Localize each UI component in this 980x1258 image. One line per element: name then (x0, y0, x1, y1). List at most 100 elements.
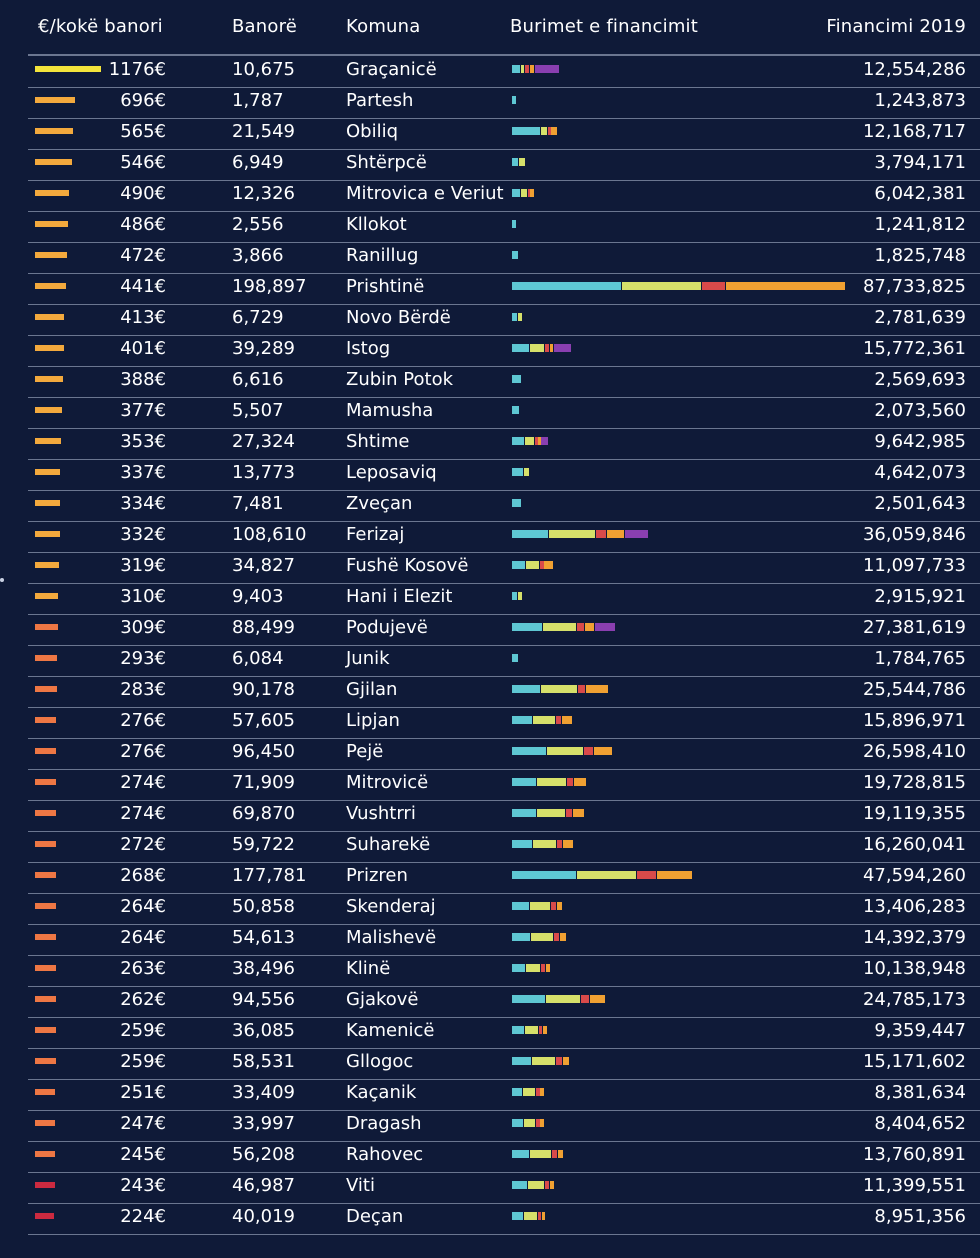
funding-source-segment-4 (585, 685, 609, 693)
per-capita-indicator-bar (35, 624, 58, 630)
municipality-name: Kaçanik (346, 1082, 417, 1103)
per-capita-value: 388€ (120, 369, 166, 390)
population-value: 57,605 (232, 710, 295, 731)
funding-sources-bar (512, 1119, 852, 1127)
funding-source-segment-2 (520, 65, 525, 73)
per-capita-value: 243€ (120, 1175, 166, 1196)
funding-sources-bar (512, 561, 852, 569)
municipality-name: Malishevë (346, 927, 437, 948)
funding-sources-bar (512, 592, 852, 600)
funding-2019-value: 10,138,948 (862, 958, 966, 979)
population-value: 88,499 (232, 617, 295, 638)
table-row: 388€ 6,616 Zubin Potok 2,569,693 (28, 366, 980, 398)
funding-2019-value: 14,392,379 (862, 927, 966, 948)
population-value: 7,481 (232, 493, 284, 514)
funding-source-segment-3 (565, 809, 573, 817)
municipality-name: Fushë Kosovë (346, 555, 469, 576)
municipality-name: Skenderaj (346, 896, 436, 917)
funding-source-segment-2 (531, 933, 553, 941)
municipality-name: Kamenicë (346, 1020, 435, 1041)
funding-source-segment-4 (606, 530, 624, 538)
municipality-name: Gjakovë (346, 989, 419, 1010)
funding-2019-value: 1,784,765 (874, 648, 966, 669)
table-row: 353€ 27,324 Shtime 9,642,985 (28, 428, 980, 460)
per-capita-indicator-bar (35, 841, 56, 847)
funding-source-segment-4 (574, 778, 587, 786)
funding-source-segment-1 (512, 840, 533, 848)
per-capita-value: 309€ (120, 617, 166, 638)
per-capita-value: 245€ (120, 1144, 166, 1165)
per-capita-indicator-bar (35, 965, 56, 971)
funding-source-segment-1 (512, 871, 577, 879)
funding-source-segment-1 (512, 1150, 530, 1158)
funding-2019-value: 4,642,073 (874, 462, 966, 483)
funding-source-segment-2 (532, 716, 555, 724)
municipality-name: Zveçan (346, 493, 413, 514)
population-value: 56,208 (232, 1144, 295, 1165)
funding-2019-value: 2,569,693 (874, 369, 966, 390)
funding-sources-bar (512, 220, 852, 228)
per-capita-value: 272€ (120, 834, 166, 855)
funding-source-segment-1 (512, 1026, 524, 1034)
funding-sources-bar (512, 840, 852, 848)
funding-2019-value: 19,119,355 (862, 803, 966, 824)
funding-2019-value: 27,381,619 (862, 617, 966, 638)
per-capita-indicator-bar (35, 438, 61, 444)
funding-source-segment-1 (512, 375, 521, 383)
population-value: 59,722 (232, 834, 295, 855)
funding-source-segment-3 (551, 1150, 558, 1158)
per-capita-value: 262€ (120, 989, 166, 1010)
per-capita-indicator-bar (35, 1213, 54, 1219)
funding-source-segment-2 (523, 1119, 536, 1127)
funding-source-segment-1 (512, 530, 549, 538)
funding-sources-bar (512, 251, 852, 259)
header-population: Banorë (232, 16, 298, 37)
funding-source-segment-2 (530, 902, 550, 910)
funding-sources-bar (512, 716, 852, 724)
table-row: 224€ 40,019 Deçan 8,951,356 (28, 1203, 980, 1235)
funding-source-segment-2 (540, 127, 547, 135)
table-row: 259€ 36,085 Kamenicë 9,359,447 (28, 1017, 980, 1049)
funding-source-segment-3 (583, 747, 594, 755)
funding-source-segment-5 (595, 623, 616, 631)
funding-source-segment-2 (525, 964, 541, 972)
funding-source-segment-1 (512, 1088, 523, 1096)
funding-sources-bar (512, 1150, 852, 1158)
table-row: 472€ 3,866 Ranillug 1,825,748 (28, 242, 980, 274)
per-capita-value: 274€ (120, 803, 166, 824)
funding-source-segment-4 (551, 127, 558, 135)
funding-source-segment-4 (530, 65, 534, 73)
funding-sources-bar (512, 437, 852, 445)
funding-source-segment-1 (512, 1057, 532, 1065)
funding-2019-value: 11,399,551 (862, 1175, 966, 1196)
funding-2019-value: 3,794,171 (874, 152, 966, 173)
per-capita-value: 319€ (120, 555, 166, 576)
population-value: 9,403 (232, 586, 284, 607)
per-capita-value: 276€ (120, 741, 166, 762)
funding-2019-value: 36,059,846 (862, 524, 966, 545)
municipality-name: Graçanicë (346, 59, 437, 80)
funding-sources-bar (512, 468, 852, 476)
funding-source-segment-1 (512, 499, 521, 507)
per-capita-value: 1176€ (108, 59, 166, 80)
per-capita-indicator-bar (35, 283, 66, 289)
per-capita-indicator-bar (35, 500, 60, 506)
funding-sources-bar (512, 623, 852, 631)
per-capita-indicator-bar (35, 717, 56, 723)
table-row: 377€ 5,507 Mamusha 2,073,560 (28, 397, 980, 429)
table-row: 401€ 39,289 Istog 15,772,361 (28, 335, 980, 367)
per-capita-indicator-bar (35, 314, 64, 320)
table-row: 490€ 12,326 Mitrovica e Veriut 6,042,381 (28, 180, 980, 212)
funding-source-segment-3 (536, 1088, 541, 1096)
funding-2019-value: 15,171,602 (862, 1051, 966, 1072)
funding-source-segment-1 (512, 282, 622, 290)
per-capita-indicator-bar (35, 996, 56, 1002)
funding-2019-value: 13,760,891 (862, 1144, 966, 1165)
funding-source-segment-3 (541, 964, 545, 972)
table-row: 565€ 21,549 Obiliq 12,168,717 (28, 118, 980, 150)
funding-source-segment-2 (536, 809, 565, 817)
population-value: 12,326 (232, 183, 295, 204)
funding-sources-bar (512, 654, 852, 662)
population-value: 198,897 (232, 276, 307, 297)
funding-source-segment-1 (512, 344, 529, 352)
